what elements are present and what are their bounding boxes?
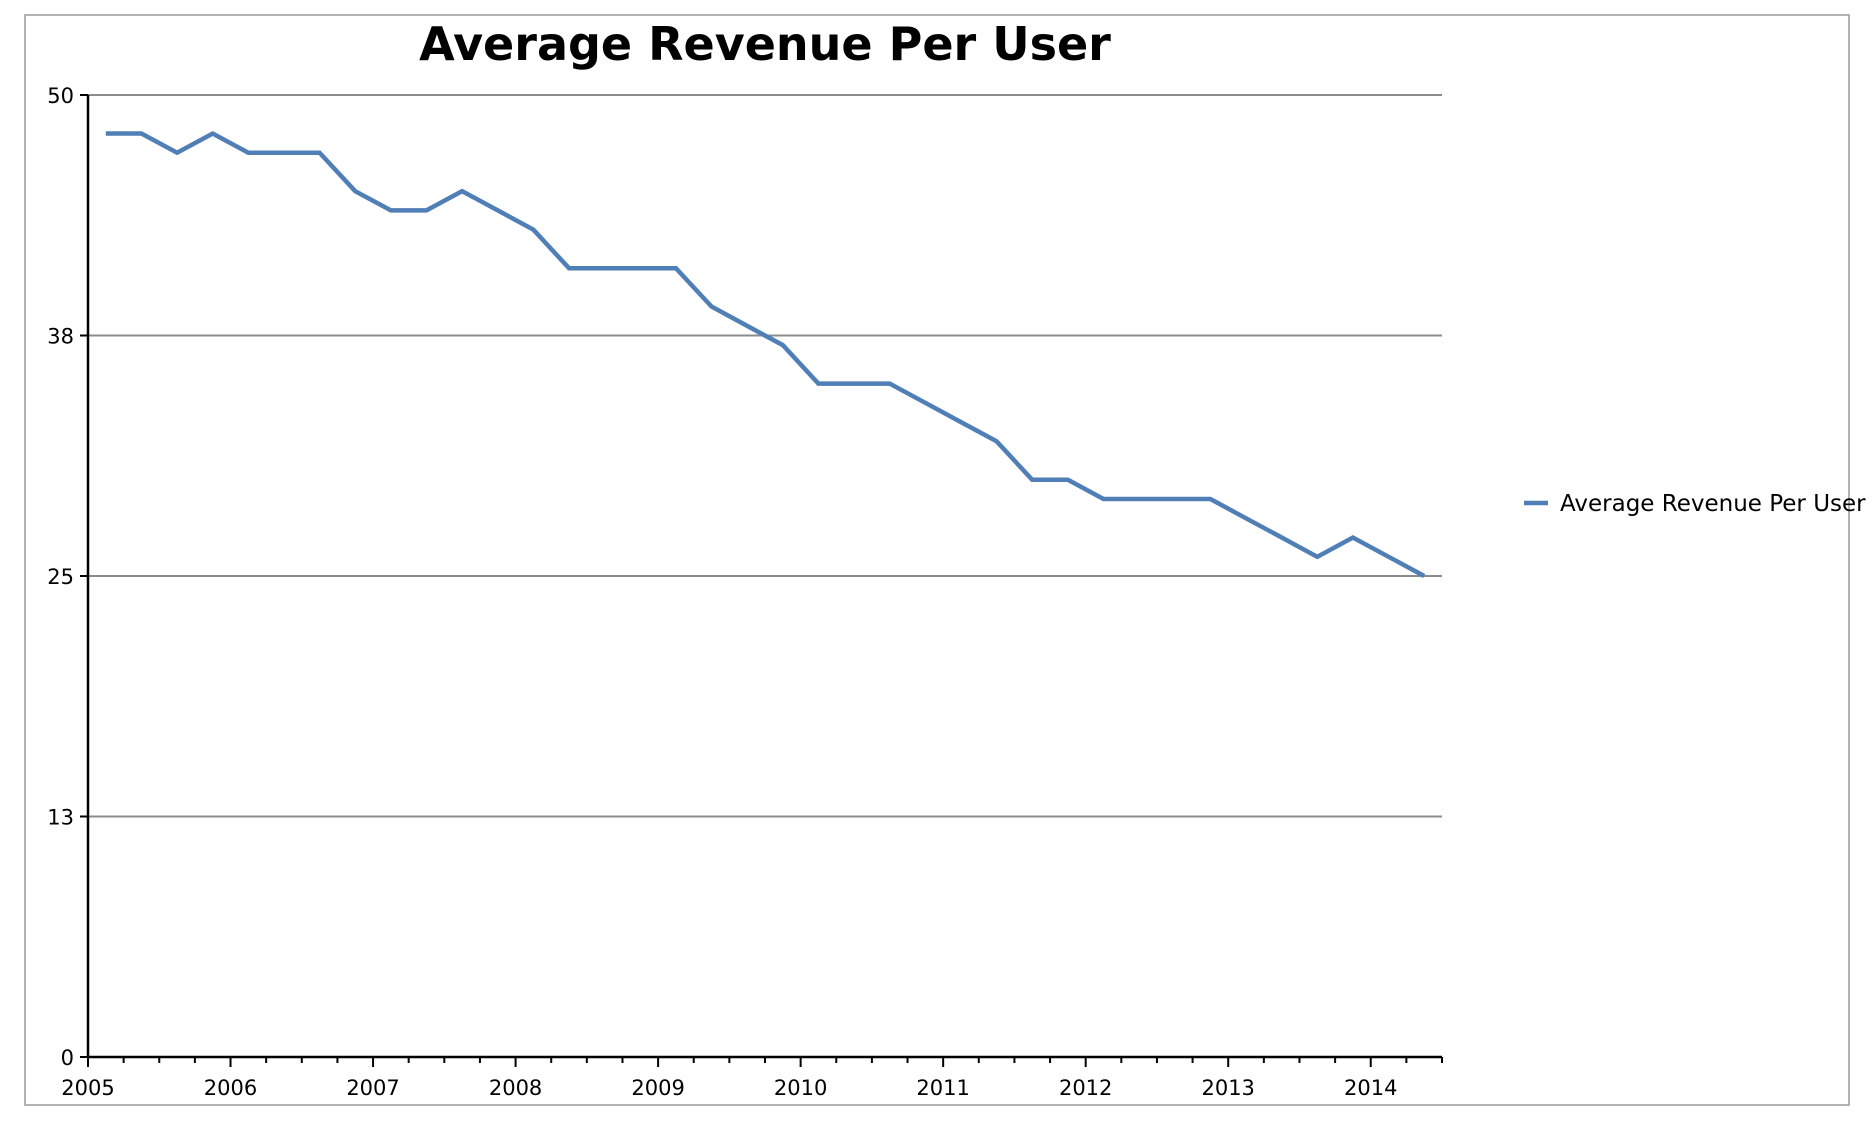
x-tick-label-2014: 2014 — [1344, 1076, 1397, 1100]
x-tick-label-2007: 2007 — [346, 1076, 399, 1100]
x-tick-label-2013: 2013 — [1201, 1076, 1254, 1100]
series-line-0 — [105, 130, 1426, 578]
y-tick-label-38: 38 — [47, 325, 74, 349]
legend: Average Revenue Per User — [1524, 491, 1866, 517]
y-tick-label-0: 0 — [61, 1046, 74, 1070]
x-tick-label-2009: 2009 — [631, 1076, 684, 1100]
axes — [80, 94, 1443, 1067]
x-tick-label-2006: 2006 — [204, 1076, 257, 1100]
y-tick-label-50: 50 — [47, 84, 74, 108]
y-tick-label-13: 13 — [47, 806, 74, 830]
chart-border — [24, 14, 1850, 1106]
x-tick-label-2012: 2012 — [1059, 1076, 1112, 1100]
x-tick-label-2005: 2005 — [61, 1076, 114, 1100]
series-layer — [105, 130, 1426, 578]
legend-label-0: Average Revenue Per User — [1560, 491, 1866, 517]
y-tick-label-25: 25 — [47, 565, 74, 589]
tick-labels: 0 13 25 38 50 2005 2006 2007 2008 2009 2010 2011 201… — [47, 84, 1397, 1100]
x-tick-label-2010: 2010 — [774, 1076, 827, 1100]
x-tick-label-2008: 2008 — [489, 1076, 542, 1100]
x-tick-label-2011: 2011 — [916, 1076, 969, 1100]
chart-title: Average Revenue Per User — [419, 17, 1111, 71]
